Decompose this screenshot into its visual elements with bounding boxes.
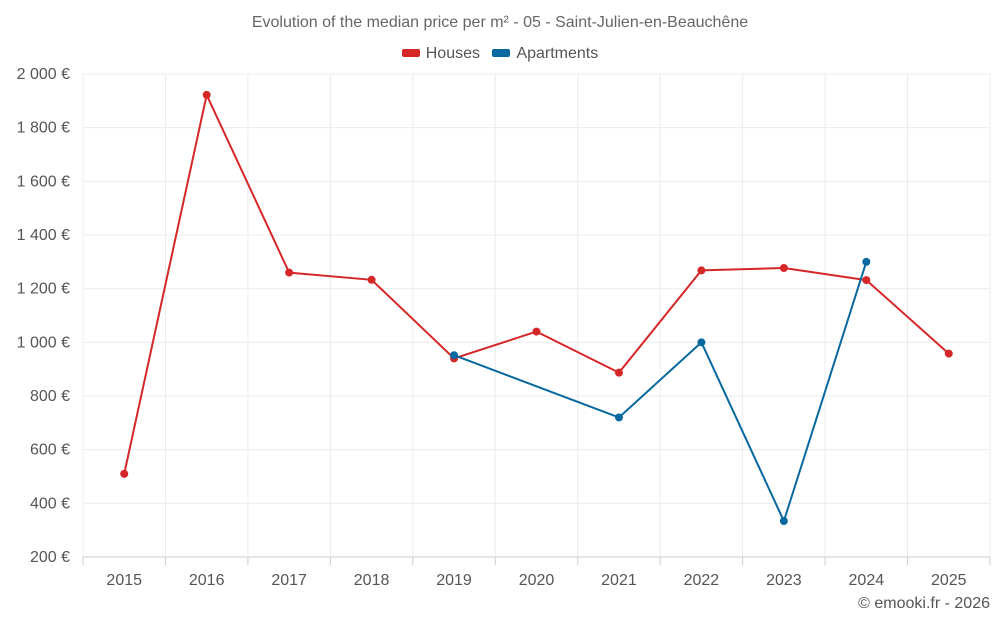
data-point-apartments[interactable]	[697, 338, 706, 347]
x-tick-label: 2021	[601, 572, 637, 589]
legend-swatch-apartments	[492, 48, 511, 57]
x-tick-label: 2024	[849, 572, 885, 589]
credit-text: © emooki.fr - 2026	[858, 595, 990, 612]
data-point-apartments[interactable]	[779, 517, 788, 526]
data-point-houses[interactable]	[697, 266, 706, 275]
data-point-houses[interactable]	[120, 469, 129, 478]
data-point-houses[interactable]	[862, 276, 871, 285]
legend-label-apartments: Apartments	[516, 45, 599, 62]
x-tick-label: 2022	[684, 572, 720, 589]
data-point-apartments[interactable]	[614, 413, 623, 422]
x-tick-label: 2020	[519, 572, 555, 589]
data-point-houses[interactable]	[779, 264, 788, 273]
y-tick-label: 200 €	[30, 549, 70, 566]
legend-swatch-houses	[401, 48, 420, 57]
legend-label-houses: Houses	[425, 45, 480, 62]
x-tick-label: 2015	[106, 572, 142, 589]
y-tick-label: 1 800 €	[17, 120, 70, 137]
y-tick-label: 400 €	[30, 495, 70, 512]
legend-item-apartments[interactable]: Apartments	[492, 45, 598, 63]
chart-title: Evolution of the median price per m² - 0…	[251, 14, 749, 31]
legend: Houses Apartments	[0, 45, 1000, 63]
x-tick-label: 2025	[931, 572, 967, 589]
legend-item-houses[interactable]: Houses	[401, 45, 480, 63]
data-point-apartments[interactable]	[450, 351, 459, 360]
x-tick-label: 2019	[436, 572, 472, 589]
x-tick-label: 2023	[766, 572, 802, 589]
y-tick-label: 1 200 €	[17, 281, 70, 298]
y-tick-label: 1 000 €	[17, 334, 70, 351]
data-point-houses[interactable]	[202, 90, 211, 99]
y-tick-label: 2 000 €	[17, 66, 70, 83]
y-tick-label: 800 €	[30, 388, 70, 405]
data-point-houses[interactable]	[285, 268, 294, 277]
y-tick-label: 1 400 €	[17, 227, 70, 244]
data-point-houses[interactable]	[367, 275, 376, 284]
y-tick-label: 1 600 €	[17, 173, 70, 190]
data-point-houses[interactable]	[532, 327, 541, 336]
x-tick-label: 2016	[189, 572, 225, 589]
x-tick-label: 2018	[354, 572, 390, 589]
data-point-houses[interactable]	[944, 349, 953, 358]
y-tick-label: 600 €	[30, 442, 70, 459]
x-tick-label: 2017	[271, 572, 307, 589]
data-point-houses[interactable]	[614, 368, 623, 377]
data-point-apartments[interactable]	[862, 257, 871, 266]
